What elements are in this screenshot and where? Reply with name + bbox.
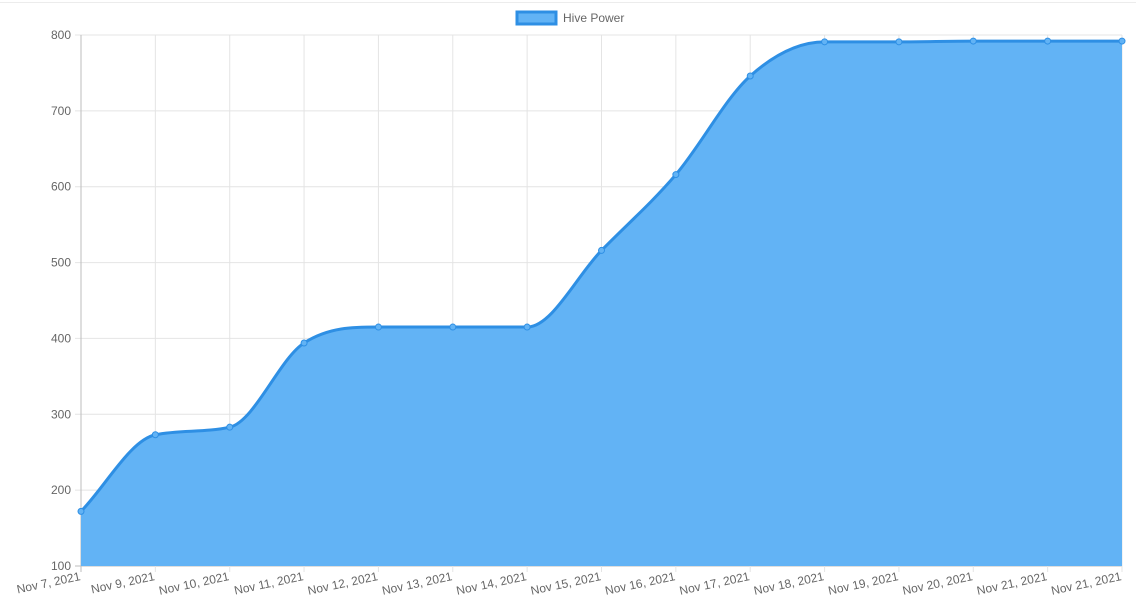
x-tick-label: Nov 19, 2021 <box>827 569 900 598</box>
data-point <box>672 171 680 179</box>
y-tick-label: 200 <box>51 483 71 497</box>
y-tick-label: 100 <box>51 559 71 573</box>
legend[interactable]: Hive Power <box>515 10 624 26</box>
legend-label-hive-power[interactable]: Hive Power <box>563 11 624 25</box>
data-point <box>449 323 457 331</box>
x-tick-label: Nov 20, 2021 <box>901 569 974 598</box>
points-layer <box>77 37 1126 515</box>
x-tick-label: Nov 7, 2021 <box>15 569 82 596</box>
y-tick-label: 600 <box>51 180 71 194</box>
hive-power-area <box>81 41 1122 566</box>
data-point <box>226 423 234 431</box>
data-point <box>598 246 605 254</box>
x-tick-label: Nov 21, 2021 <box>976 569 1049 598</box>
data-point <box>523 323 531 331</box>
y-tick-label: 400 <box>51 331 71 345</box>
x-tick-label: Nov 14, 2021 <box>455 569 528 598</box>
data-point <box>969 37 977 45</box>
x-tick-label: Nov 21, 2021 <box>1050 569 1123 598</box>
data-point <box>300 339 308 347</box>
x-tick-label: Nov 15, 2021 <box>529 569 602 598</box>
x-tick-label: Nov 13, 2021 <box>381 569 454 598</box>
y-tick-label: 700 <box>51 104 71 118</box>
legend-swatch-hive-power[interactable] <box>515 10 558 26</box>
x-axis: Nov 7, 2021 Nov 9, 2021 Nov 10, 2021 Nov 11… <box>15 569 1123 598</box>
data-point <box>746 72 754 80</box>
data-point <box>821 38 829 46</box>
top-divider <box>0 2 1136 3</box>
x-tick-label: Nov 9, 2021 <box>90 569 157 596</box>
x-tick-label: Nov 18, 2021 <box>752 569 825 598</box>
data-point <box>151 431 159 439</box>
y-axis: 100 200 300 400 500 600 700 800 <box>51 28 71 573</box>
y-tick-label: 300 <box>51 407 71 421</box>
data-point <box>895 38 903 46</box>
x-tick-label: Nov 10, 2021 <box>158 569 231 598</box>
x-tick-label: Nov 12, 2021 <box>306 569 379 598</box>
x-tick-label: Nov 16, 2021 <box>604 569 677 598</box>
data-point <box>77 507 85 515</box>
data-point <box>1118 37 1126 45</box>
y-tick-label: 800 <box>51 28 71 42</box>
y-tick-label: 500 <box>51 256 71 270</box>
x-tick-label: Nov 11, 2021 <box>233 569 305 597</box>
data-point <box>374 323 382 331</box>
data-point <box>1044 37 1052 45</box>
x-tick-label: Nov 17, 2021 <box>678 569 751 598</box>
